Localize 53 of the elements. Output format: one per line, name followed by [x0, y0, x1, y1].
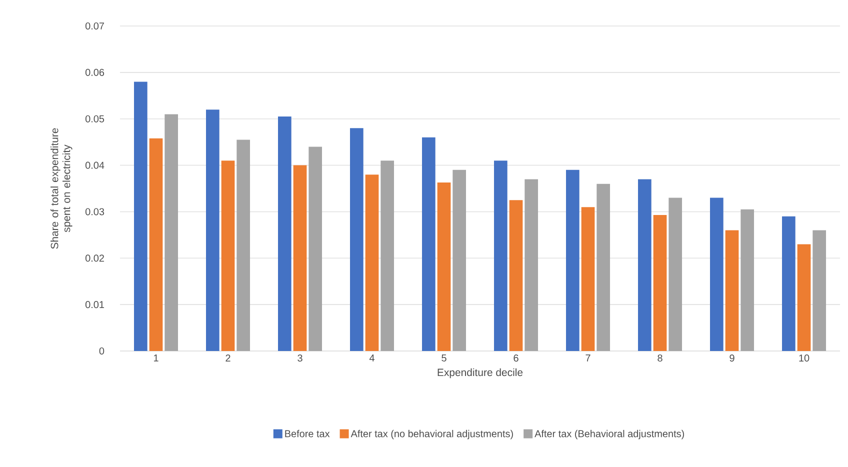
x-tick-label: 4	[369, 354, 374, 362]
bar	[422, 137, 436, 351]
bar	[308, 146, 322, 351]
bar	[293, 165, 307, 351]
bar	[365, 174, 379, 351]
x-tick-label: 5	[442, 354, 446, 362]
bar	[812, 230, 826, 351]
bar	[350, 128, 364, 351]
x-tick-label: 10	[799, 354, 810, 362]
legend-label: After tax (no behavioral adjustments)	[350, 430, 513, 440]
x-tick-label: 8	[658, 354, 662, 362]
bar	[149, 138, 163, 351]
y-tick-label: 0.02	[85, 254, 104, 262]
bar	[725, 230, 739, 351]
bar	[236, 140, 250, 351]
bar	[278, 116, 292, 351]
x-tick-label: 3	[298, 354, 302, 362]
bar	[164, 114, 178, 351]
bar	[134, 82, 148, 351]
legend-label: After tax (Behavioral adjustments)	[534, 430, 684, 440]
bar	[668, 198, 682, 351]
x-tick-label: 7	[586, 354, 590, 362]
bar	[710, 198, 724, 351]
bar	[740, 209, 754, 351]
bar	[452, 170, 466, 351]
legend-label: Before tax	[285, 430, 330, 438]
y-tick-label: 0.05	[85, 115, 104, 122]
bar	[596, 184, 610, 351]
y-tick-label: 0	[99, 347, 104, 355]
bar	[494, 160, 508, 351]
bar	[653, 214, 667, 351]
x-tick-label: 2	[226, 354, 230, 362]
bar	[782, 216, 796, 351]
x-axis-title: Expenditure decile	[438, 368, 523, 378]
bar	[581, 207, 595, 351]
x-tick-label: 6	[514, 354, 518, 362]
y-tick-label: 0.06	[85, 68, 104, 76]
bar	[524, 179, 538, 351]
y-axis-title: Share of total expenditure spent on electricity	[50, 128, 72, 249]
y-tick-label: 0.03	[85, 208, 104, 216]
bar	[206, 110, 220, 351]
bar	[437, 182, 451, 351]
bar	[380, 160, 394, 351]
bar	[509, 200, 523, 351]
y-tick-label: 0.04	[85, 162, 104, 169]
y-tick-label: 0.07	[85, 22, 104, 30]
bar	[566, 170, 580, 351]
bar	[221, 160, 235, 351]
x-tick-label: 1	[154, 354, 158, 362]
y-tick-label: 0.01	[85, 301, 104, 308]
x-tick-label: 9	[730, 354, 734, 362]
bar	[797, 244, 811, 351]
bar	[638, 179, 652, 351]
